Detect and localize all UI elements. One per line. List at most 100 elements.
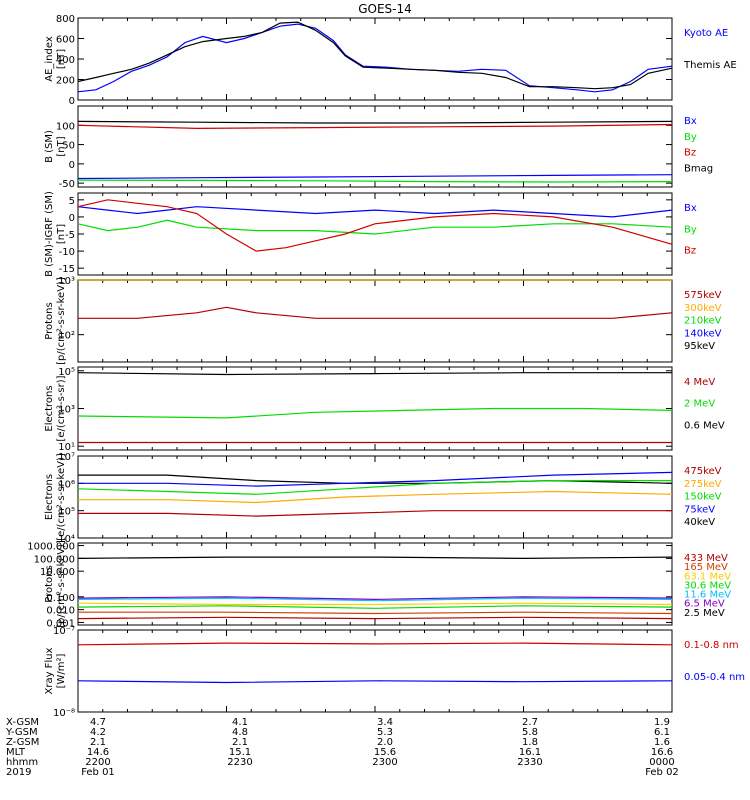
ephem-value: 14.6 (87, 747, 109, 758)
legend-entry: 4 MeV (684, 377, 715, 388)
legend-entry: 63.1 MeV (684, 571, 731, 582)
series-line-bx (77, 206, 673, 218)
y-axis-label: [p/(cm²-s-sr-keV)] (56, 277, 67, 365)
y-tick-label: 10³ (58, 276, 75, 287)
legend-entry: 433 MeV (684, 553, 728, 564)
ephem-value: 2200 (85, 757, 110, 768)
ephem-value: 4.1 (232, 717, 248, 728)
y-tick-label: 10.000 (40, 567, 75, 578)
ephem-value: 2330 (517, 757, 542, 768)
panel-7: 10⁻⁸ 10⁻⁷ Xray Flux [W/m²] 0.1-0.8 nm 0.05-0.… (44, 626, 745, 719)
legend-entry: 0.05-0.4 nm (684, 672, 745, 683)
y-axis-label: AE_index (44, 36, 55, 82)
legend-entry: Bz (684, 246, 696, 257)
legend-entry: Bx (684, 116, 697, 127)
y-tick-label: 10⁵ (58, 507, 75, 518)
series-line-165-mev (78, 611, 673, 615)
ephem-row-label: 2019 (6, 767, 31, 778)
ephem-row-label: MLT (6, 747, 26, 758)
legend-entry: 6.5 MeV (684, 599, 725, 610)
y-axis-label: [e/(cm²-s-sr)] (56, 375, 67, 441)
y-axis-label: Electrons (44, 385, 55, 431)
series-line-150kev (77, 480, 672, 495)
ephem-value: Feb 02 (645, 767, 679, 778)
y-tick-label: 10² (58, 331, 75, 342)
legend-entry: 150keV (684, 492, 722, 503)
legend-entry: Themis AE (683, 60, 737, 71)
figure-title: GOES-14 (358, 2, 412, 16)
legend-entry: Kyoto AE (684, 28, 728, 39)
legend-entry: 475keV (684, 466, 722, 477)
y-axis-label: [nT] (56, 136, 67, 156)
legend-entry: 30.6 MeV (684, 580, 731, 591)
ephem-value: 2.1 (232, 737, 248, 748)
y-axis-label: [nT] (56, 224, 67, 244)
y-tick-label: -5 (65, 230, 75, 241)
legend-entry: 2 MeV (684, 399, 715, 410)
ephem-value: 2.7 (522, 717, 538, 728)
y-tick-label: -15 (59, 264, 75, 275)
series-line-475kev (78, 510, 672, 517)
ephem-value: 15.6 (374, 747, 396, 758)
legend-entry: Bmag (684, 163, 713, 174)
ephem-row-label: hhmm (6, 757, 38, 768)
y-tick-label: 0 (69, 96, 75, 107)
y-tick-label: 10⁻⁷ (53, 626, 75, 637)
y-axis-label: Protons (44, 565, 55, 602)
y-tick-label: -10 (59, 247, 75, 258)
y-axis-label: Electrons (44, 474, 55, 520)
y-tick-label: 1000.000 (27, 542, 75, 553)
y-tick-label: 0 (69, 160, 75, 171)
series-line-themis-ae (77, 21, 673, 90)
series-line-by (77, 219, 673, 235)
panel-frame (77, 629, 673, 713)
y-tick-label: 0.010 (46, 606, 75, 617)
series-line-kyoto-ae (77, 23, 673, 93)
ephem-value: 5.8 (522, 727, 538, 738)
y-tick-label: -50 (59, 179, 75, 190)
legend-entry: 210keV (684, 316, 722, 327)
series-line-bx (77, 174, 673, 180)
y-tick-label: 0.001 (46, 618, 75, 629)
legend-entry: 165 MeV (684, 562, 728, 573)
y-axis-label: B (SM) (44, 130, 55, 163)
series-line-bz (77, 199, 673, 252)
y-tick-label: 200 (56, 76, 75, 87)
y-axis-label: Xray Flux (44, 647, 55, 694)
panel-2: -15 -10 -5 0 5 B (SM)-IGRF (SM) [nT] Bx By Bz (44, 191, 697, 277)
legend-entry: 2.5 MeV (684, 608, 725, 619)
y-axis-label: [nT] (56, 49, 67, 69)
ephem-value: 4.2 (90, 727, 106, 738)
legend-entry: 0.1-0.8 nm (684, 640, 739, 651)
y-tick-label: 0 (69, 213, 75, 224)
series-line-bmag (77, 120, 673, 124)
legend-entry: By (684, 224, 697, 235)
ephem-row-label: Z-GSM (6, 737, 39, 748)
y-tick-label: 100 (56, 121, 75, 132)
ephem-value: 4.8 (232, 727, 248, 738)
y-tick-label: 10⁷ (58, 452, 75, 463)
y-tick-label: 800 (56, 14, 75, 25)
ephem-value: Feb 01 (81, 767, 115, 778)
series-line-433-mev (77, 616, 673, 620)
series-line-2-5-mev (77, 556, 673, 560)
legend-entry: 11.6 MeV (684, 590, 731, 601)
y-axis-label: [W/m²] (56, 653, 67, 688)
series-line-bz (77, 123, 673, 130)
series-line-0-1-0-8-nm (77, 642, 673, 646)
ephem-value: 5.3 (377, 727, 393, 738)
series-line-63-1-mev (77, 602, 673, 606)
ephem-value: 3.4 (377, 717, 393, 728)
y-tick-label: 10¹ (58, 442, 75, 453)
y-tick-label: 5 (69, 196, 75, 207)
ephem-value: 4.7 (90, 717, 106, 728)
ephem-value: 1.8 (522, 737, 538, 748)
ephem-row-label: X-GSM (6, 717, 39, 728)
y-tick-label: 50 (62, 141, 75, 152)
y-tick-label: 600 (56, 35, 75, 46)
